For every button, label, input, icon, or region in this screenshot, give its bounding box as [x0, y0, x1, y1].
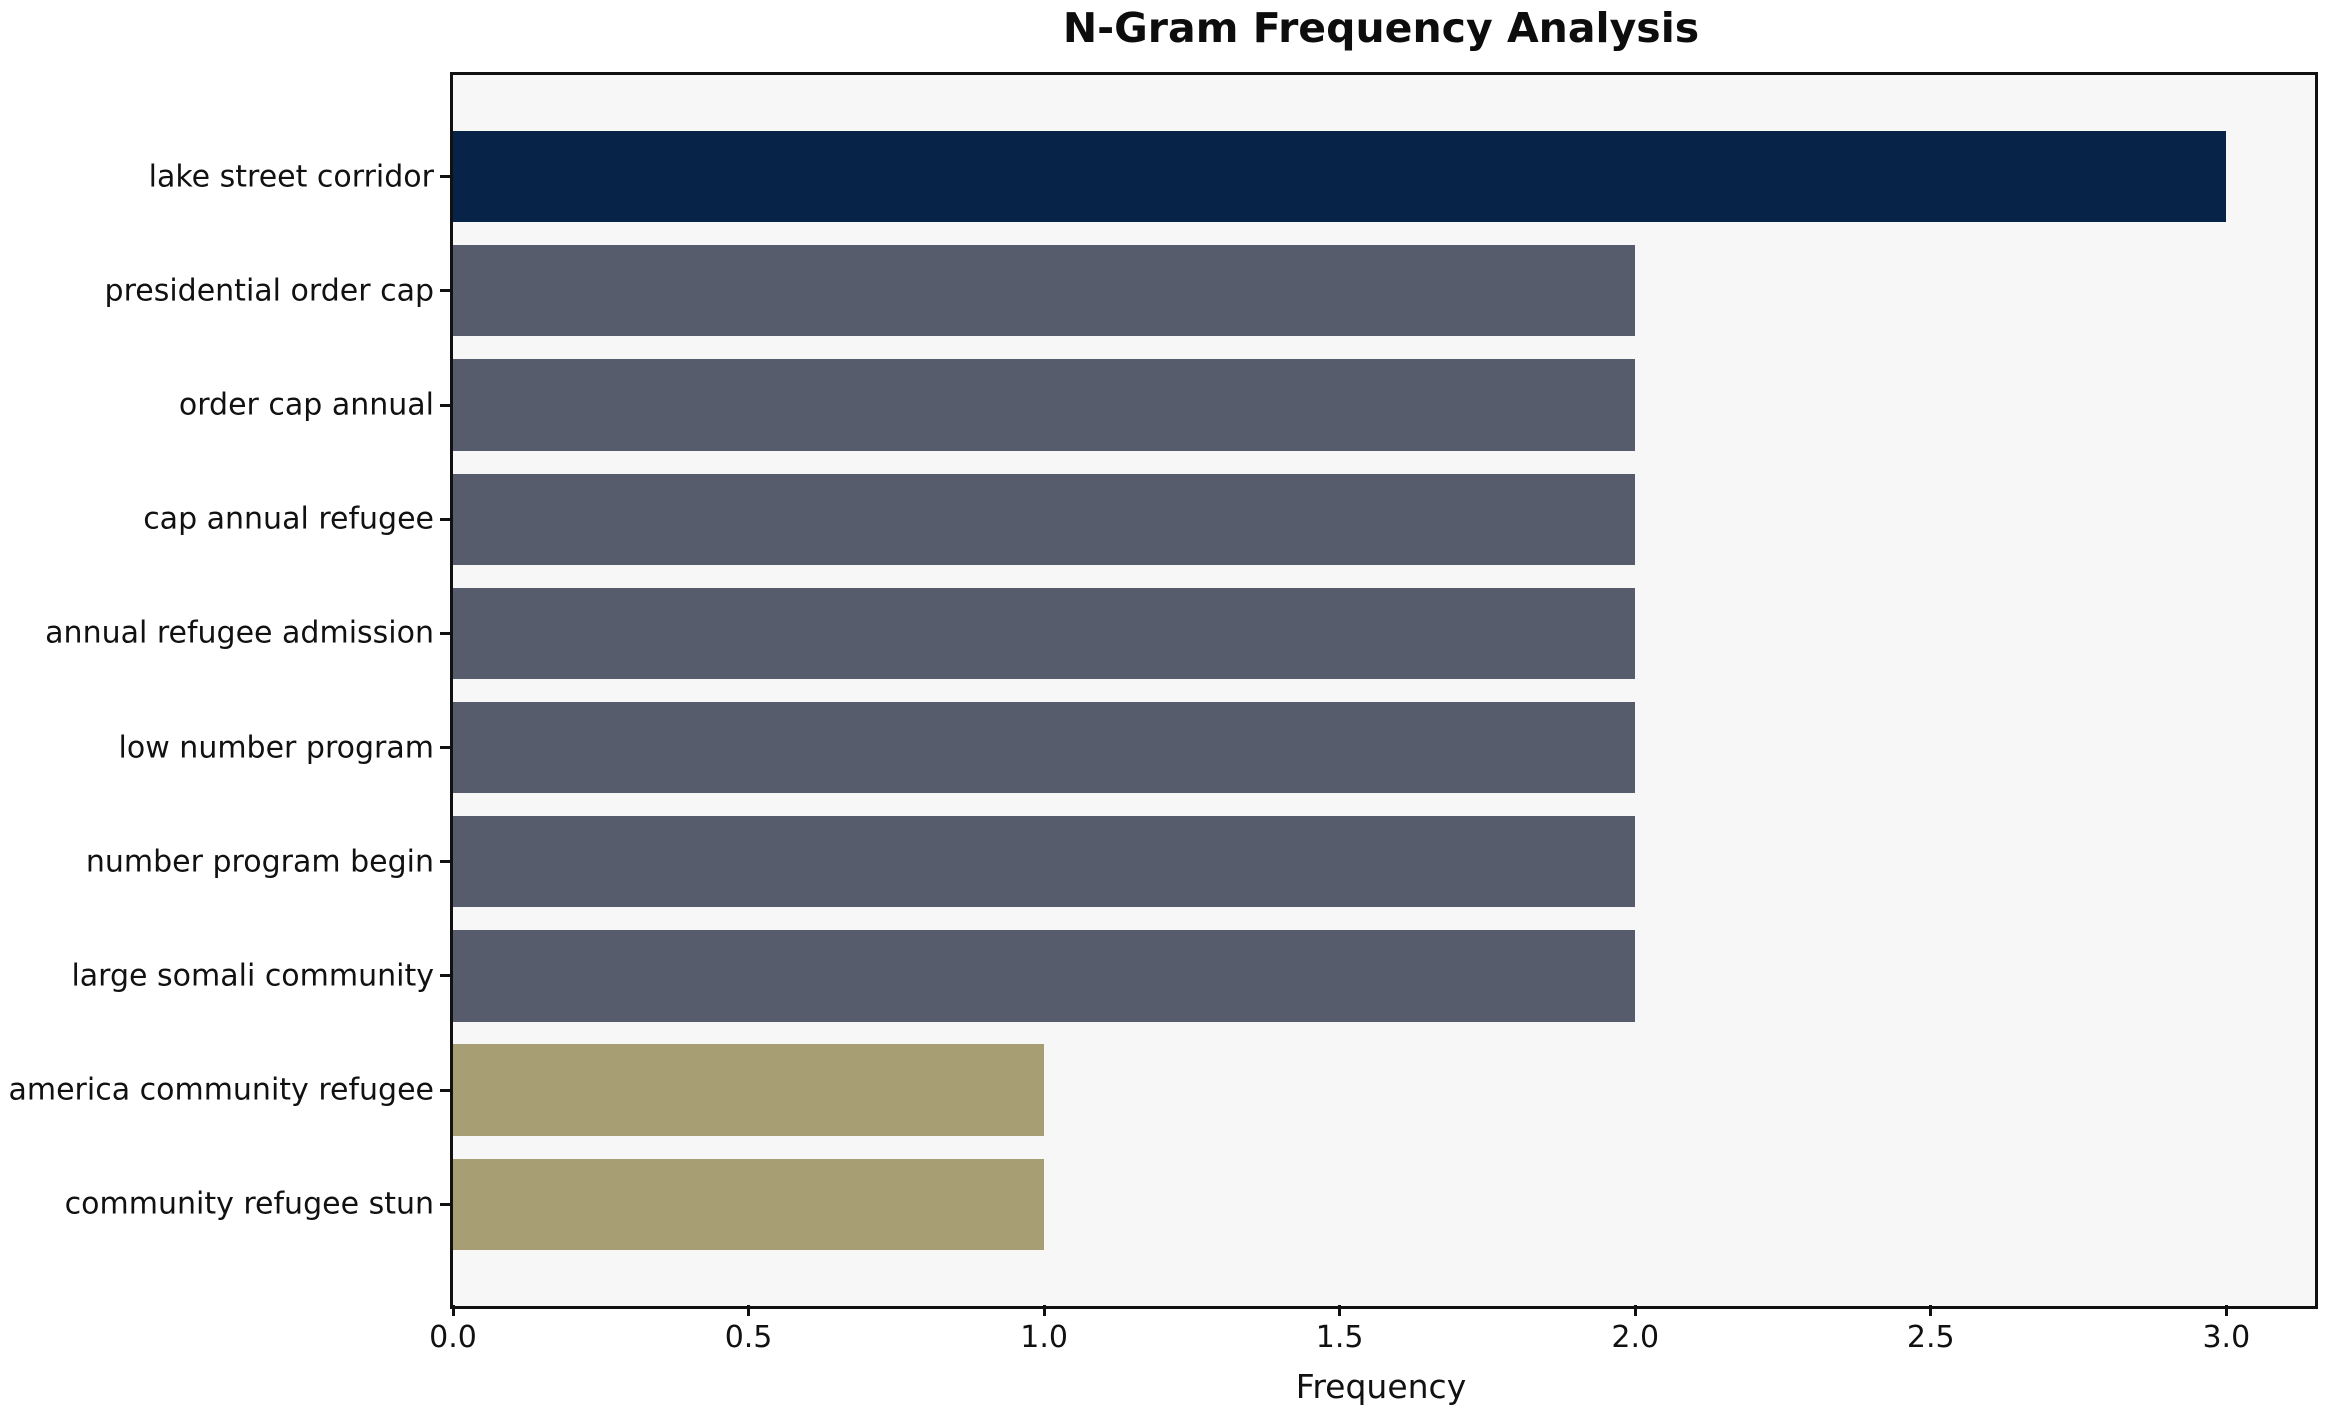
y-tick-mark [440, 860, 450, 864]
y-tick-mark [440, 175, 450, 179]
y-tick-label: lake street corridor [148, 159, 434, 195]
x-tick-label: 1.5 [1315, 1320, 1364, 1355]
bar-community-refugee-stun [453, 1158, 1045, 1251]
y-tick-mark [440, 746, 450, 750]
bar-annual-refugee-admission [453, 587, 1636, 680]
bar-presidential-order-cap [453, 245, 1636, 337]
x-tick-mark [1042, 1305, 1046, 1316]
bar-number-program-begin [453, 816, 1636, 908]
y-tick-label: cap annual refugee [143, 501, 434, 537]
x-axis-label: Frequency [1295, 1367, 1467, 1406]
x-tick-mark [2224, 1305, 2228, 1316]
y-tick-label: annual refugee admission [45, 615, 434, 651]
x-tick-label: 2.5 [1906, 1320, 1955, 1355]
bar-order-cap-annual [453, 359, 1636, 451]
y-tick-mark [440, 631, 450, 635]
x-tick-mark [747, 1305, 751, 1316]
bar-lake-street-corridor [453, 130, 2227, 223]
y-tick-mark [440, 289, 450, 293]
y-tick-label: large somali community [71, 958, 434, 994]
y-tick-label: presidential order cap [104, 273, 434, 309]
y-tick-mark [440, 517, 450, 521]
x-tick-mark [451, 1305, 455, 1316]
y-tick-mark [440, 1202, 450, 1206]
x-tick-mark [1929, 1305, 1933, 1316]
x-tick-label: 0.0 [429, 1320, 477, 1355]
x-tick-mark [1338, 1305, 1342, 1316]
plot-area [450, 72, 2318, 1309]
x-tick-label: 1.0 [1020, 1320, 1068, 1355]
y-tick-label: number program begin [85, 844, 434, 880]
y-tick-mark [440, 403, 450, 407]
y-tick-mark [440, 974, 450, 978]
y-tick-label: low number program [118, 730, 434, 766]
bar-large-somali-community [453, 930, 1636, 1022]
y-tick-label: america community refugee [8, 1072, 434, 1108]
x-tick-label: 0.5 [724, 1320, 773, 1355]
y-tick-label: order cap annual [178, 387, 434, 423]
x-tick-label: 3.0 [2202, 1320, 2251, 1355]
bar-america-community-refugee [453, 1044, 1045, 1136]
chart-title: N-Gram Frequency Analysis [1062, 4, 1700, 52]
x-tick-label: 2.0 [1611, 1320, 1660, 1355]
bar-cap-annual-refugee [453, 473, 1636, 565]
y-tick-label: community refugee stun [64, 1186, 434, 1222]
x-tick-mark [1633, 1305, 1637, 1316]
y-tick-mark [440, 1088, 450, 1092]
bar-low-number-program [453, 701, 1636, 794]
